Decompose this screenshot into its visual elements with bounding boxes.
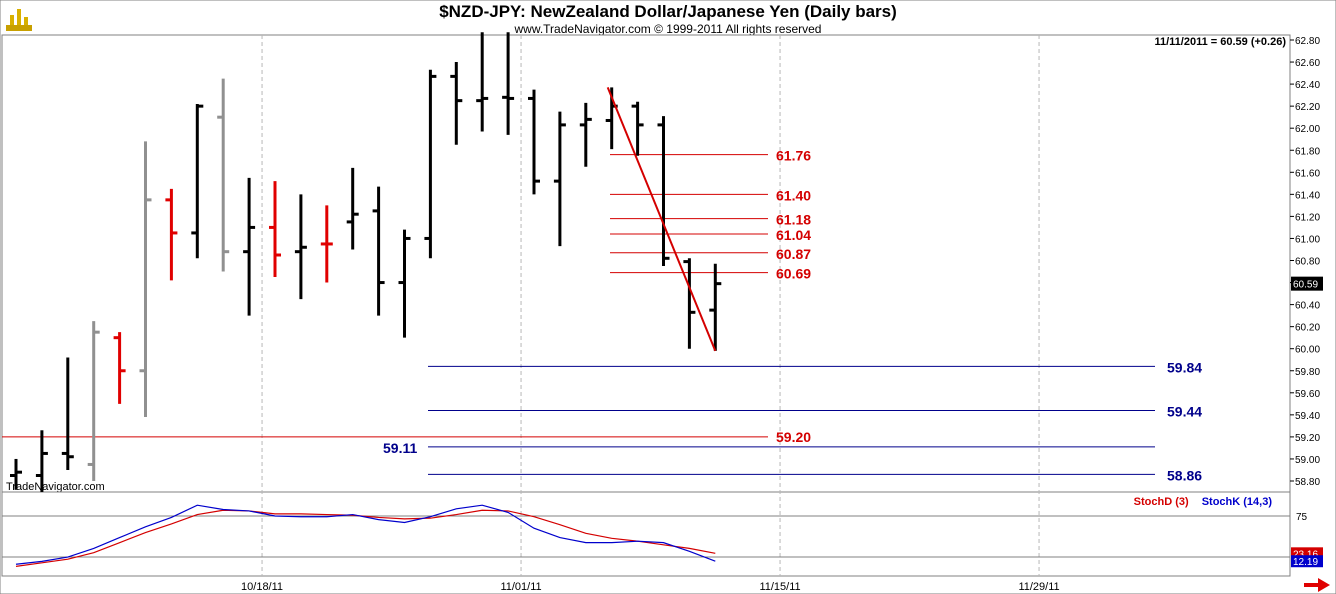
y-tick-label: 61.20: [1295, 212, 1320, 223]
price-panel: [1, 34, 1291, 493]
price-readout: 11/11/2011 = 60.59 (+0.26): [1154, 36, 1286, 48]
target-level-label: 58.86: [1167, 467, 1202, 483]
x-tick-label: 10/18/11: [241, 581, 283, 593]
target-level-label: 59.84: [1167, 359, 1202, 375]
fib-level-label: 61.04: [776, 227, 811, 243]
stoch-last-tag: [1291, 547, 1323, 560]
y-tick-label: 59.40: [1295, 411, 1320, 422]
fib-level-label: 60.87: [776, 246, 811, 262]
y-tick-label: 61.00: [1295, 234, 1320, 245]
y-tick-label: 60.80: [1295, 257, 1320, 268]
chart-title: $NZD-JPY: NewZealand Dollar/Japanese Yen…: [439, 2, 897, 21]
x-tick-label: 11/29/11: [1018, 581, 1059, 593]
y-tick-label: 60.40: [1295, 301, 1320, 312]
x-tick-label: 11/15/11: [759, 581, 800, 593]
scroll-right-arrow-icon[interactable]: [1304, 578, 1330, 592]
brand-label: TradeNavigator.com: [6, 481, 105, 493]
indicator-panel: [1, 491, 1291, 577]
y-tick-label: 62.40: [1295, 80, 1320, 91]
stochd-line: [15, 509, 716, 567]
y-tick-label: 62.20: [1295, 102, 1320, 113]
fib-level-label: 60.69: [776, 266, 811, 282]
stoch-last-tag: [1291, 555, 1323, 568]
y-tick-label: 59.00: [1295, 455, 1320, 466]
stochk-line: [15, 504, 716, 565]
fib-level-label: 61.18: [776, 212, 811, 228]
stoch-tick-label: 75: [1296, 512, 1308, 523]
y-tick-label: 60.00: [1295, 345, 1320, 356]
stoch-last-label: 23.16: [1293, 549, 1318, 560]
y-tick-label: 60.20: [1295, 323, 1320, 334]
y-tick-label: 59.80: [1295, 367, 1320, 378]
copyright-text: www.TradeNavigator.com © 1999-2011 All r…: [514, 22, 822, 36]
y-tick-label: 61.60: [1295, 168, 1320, 179]
last-price-tag: [1291, 276, 1323, 291]
stoch-last-label: 12.19: [1293, 557, 1318, 568]
target-level-label: 59.44: [1167, 403, 1202, 419]
trend-line: [606, 87, 717, 352]
legend-stochk: StochK (14,3): [1201, 496, 1272, 508]
support-label: 59.20: [776, 429, 811, 445]
x-tick-label: 11/01/11: [500, 581, 541, 593]
y-tick-label: 62.00: [1295, 124, 1320, 135]
y-tick-label: 59.20: [1295, 433, 1320, 444]
fib-level-label: 61.76: [776, 148, 811, 164]
y-tick-label: 58.80: [1295, 477, 1320, 488]
y-tick-label: 62.80: [1295, 36, 1320, 47]
y-tick-label: 60.60: [1295, 279, 1320, 290]
target-level-label: 59.11: [383, 440, 417, 456]
y-tick-label: 61.80: [1295, 146, 1320, 157]
indicator-legend: StochD (3) StochK (14,3): [1124, 496, 1272, 508]
last-price-label: 60.59: [1293, 280, 1318, 291]
y-tick-label: 62.60: [1295, 58, 1320, 69]
y-tick-label: 61.40: [1295, 190, 1320, 201]
fib-level-label: 61.40: [776, 187, 811, 203]
legend-stochd: StochD (3): [1133, 496, 1189, 508]
y-tick-label: 59.60: [1295, 389, 1320, 400]
